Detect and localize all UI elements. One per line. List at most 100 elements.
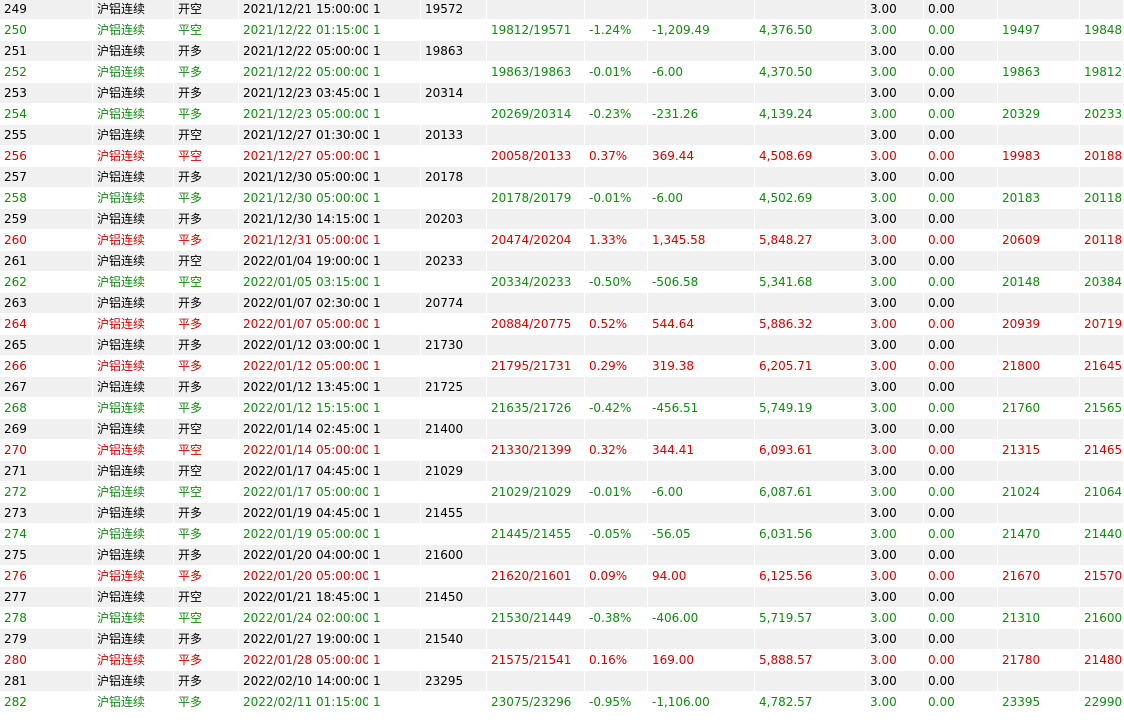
lots-cell: 1 [369,314,421,334]
lots-cell: 1 [369,608,421,628]
commission-cell: 3.00 [866,83,924,103]
trade-row[interactable]: 263 沪铝连续 开多 2022/01/07 02:30:00 1 20774 3.00 0.… [0,293,1124,314]
commission-cell: 3.00 [866,41,924,61]
trade-row[interactable]: 282 沪铝连续 平多 2022/02/11 01:15:00 1 23075/23296… [0,692,1124,713]
trade-row[interactable]: 270 沪铝连续 平空 2022/01/14 05:00:00 1 21330/21399… [0,440,1124,461]
pnl-cell [648,545,755,565]
commission-cell: 3.00 [866,503,924,523]
slippage-cell: 0.00 [924,356,998,376]
close-price-pair-cell [487,419,585,439]
commission-cell: 3.00 [866,629,924,649]
equity-cell: 5,848.27 [755,230,866,250]
close-price-pair-cell [487,167,585,187]
slippage-cell: 0.00 [924,608,998,628]
trade-row[interactable]: 264 沪铝连续 平多 2022/01/07 05:00:00 1 20884/20775… [0,314,1124,335]
trade-row[interactable]: 250 沪铝连续 平空 2021/12/22 01:15:00 1 19812/19571… [0,20,1124,41]
action-cell: 平空 [174,272,239,292]
close-price-pair-cell: 23075/23296 [487,692,585,712]
slippage-cell: 0.00 [924,671,998,691]
trade-no-cell: 255 [0,125,93,145]
trade-row[interactable]: 251 沪铝连续 开多 2021/12/22 05:00:00 1 19863 3.00 0.… [0,41,1124,62]
action-cell: 平多 [174,314,239,334]
close-price-pair-cell: 21635/21726 [487,398,585,418]
trade-row[interactable]: 271 沪铝连续 开空 2022/01/17 04:45:00 1 21029 3.00 0.… [0,461,1124,482]
equity-cell: 5,749.19 [755,398,866,418]
trade-no-cell: 275 [0,545,93,565]
contract-cell: 沪铝连续 [93,188,174,208]
trade-row[interactable]: 253 沪铝连续 开多 2021/12/23 03:45:00 1 20314 3.00 0.… [0,83,1124,104]
trade-row[interactable]: 267 沪铝连续 开多 2022/01/12 13:45:00 1 21725 3.00 0.… [0,377,1124,398]
stop-low-cell: 20384 [1080,272,1124,292]
commission-cell: 3.00 [866,167,924,187]
trade-row[interactable]: 254 沪铝连续 平多 2021/12/23 05:00:00 1 20269/20314… [0,104,1124,125]
stop-high-cell: 19983 [998,146,1080,166]
open-price-cell [421,524,487,544]
trade-row[interactable]: 262 沪铝连续 平空 2022/01/05 03:15:00 1 20334/20233… [0,272,1124,293]
trade-row[interactable]: 275 沪铝连续 开多 2022/01/20 04:00:00 1 21600 3.00 0.… [0,545,1124,566]
trade-row[interactable]: 258 沪铝连续 平多 2021/12/30 05:00:00 1 20178/20179… [0,188,1124,209]
action-cell: 开多 [174,335,239,355]
trade-row[interactable]: 280 沪铝连续 平多 2022/01/28 05:00:00 1 21575/21541… [0,650,1124,671]
equity-cell: 6,205.71 [755,356,866,376]
trade-row[interactable]: 273 沪铝连续 开多 2022/01/19 04:45:00 1 21455 3.00 0.… [0,503,1124,524]
equity-cell: 6,087.61 [755,482,866,502]
trade-row[interactable]: 269 沪铝连续 开空 2022/01/14 02:45:00 1 21400 3.00 0.… [0,419,1124,440]
trade-row[interactable]: 277 沪铝连续 开空 2022/01/21 18:45:00 1 21450 3.00 0.… [0,587,1124,608]
contract-cell: 沪铝连续 [93,566,174,586]
stop-high-cell [998,209,1080,229]
trade-row[interactable]: 256 沪铝连续 平空 2021/12/27 05:00:00 1 20058/20133… [0,146,1124,167]
pnl-cell [648,587,755,607]
trade-row[interactable]: 281 沪铝连续 开多 2022/02/10 14:00:00 1 23295 3.00 0.… [0,671,1124,692]
stop-high-cell: 19497 [998,20,1080,40]
pnl-cell: 94.00 [648,566,755,586]
slippage-cell: 0.00 [924,209,998,229]
trade-row[interactable]: 276 沪铝连续 平多 2022/01/20 05:00:00 1 21620/21601… [0,566,1124,587]
contract-cell: 沪铝连续 [93,692,174,712]
stop-low-cell [1080,125,1124,145]
lots-cell: 1 [369,671,421,691]
slippage-cell: 0.00 [924,566,998,586]
action-cell: 平多 [174,566,239,586]
lots-cell: 1 [369,482,421,502]
return-pct-cell: 1.33% [585,230,648,250]
lots-cell: 1 [369,272,421,292]
datetime-cell: 2022/01/19 04:45:00 [239,503,369,523]
trade-row[interactable]: 259 沪铝连续 开多 2021/12/30 14:15:00 1 20203 3.00 0.… [0,209,1124,230]
pnl-cell: 369.44 [648,146,755,166]
trade-row[interactable]: 266 沪铝连续 平多 2022/01/12 05:00:00 1 21795/21731… [0,356,1124,377]
trade-row[interactable]: 261 沪铝连续 开空 2022/01/04 19:00:00 1 20233 3.00 0.… [0,251,1124,272]
stop-high-cell: 21670 [998,566,1080,586]
pnl-cell [648,125,755,145]
equity-cell: 4,139.24 [755,104,866,124]
trade-row[interactable]: 255 沪铝连续 开空 2021/12/27 01:30:00 1 20133 3.00 0.… [0,125,1124,146]
pnl-cell [648,83,755,103]
trade-row[interactable]: 252 沪铝连续 平多 2021/12/22 05:00:00 1 19863/19863… [0,62,1124,83]
trade-row[interactable]: 274 沪铝连续 平多 2022/01/19 05:00:00 1 21445/21455… [0,524,1124,545]
commission-cell: 3.00 [866,482,924,502]
trade-row[interactable]: 249 沪铝连续 开空 2021/12/21 15:00:00 1 19572 3.00 0.… [0,0,1124,20]
datetime-cell: 2021/12/27 05:00:00 [239,146,369,166]
open-price-cell: 21540 [421,629,487,649]
close-price-pair-cell [487,0,585,19]
trade-row[interactable]: 278 沪铝连续 平空 2022/01/24 02:00:00 1 21530/21449… [0,608,1124,629]
commission-cell: 3.00 [866,188,924,208]
trade-row[interactable]: 272 沪铝连续 平空 2022/01/17 05:00:00 1 21029/21029… [0,482,1124,503]
equity-cell: 4,376.50 [755,20,866,40]
trade-row[interactable]: 268 沪铝连续 平多 2022/01/12 15:15:00 1 21635/21726… [0,398,1124,419]
trade-row[interactable]: 260 沪铝连续 平多 2021/12/31 05:00:00 1 20474/20204… [0,230,1124,251]
slippage-cell: 0.00 [924,146,998,166]
stop-low-cell [1080,461,1124,481]
action-cell: 平空 [174,20,239,40]
slippage-cell: 0.00 [924,440,998,460]
trade-row[interactable]: 265 沪铝连续 开多 2022/01/12 03:00:00 1 21730 3.00 0.… [0,335,1124,356]
trade-row[interactable]: 279 沪铝连续 开多 2022/01/27 19:00:00 1 21540 3.00 0.… [0,629,1124,650]
contract-cell: 沪铝连续 [93,482,174,502]
action-cell: 开多 [174,377,239,397]
trade-row[interactable]: 257 沪铝连续 开多 2021/12/30 05:00:00 1 20178 3.00 0.… [0,167,1124,188]
datetime-cell: 2022/01/12 03:00:00 [239,335,369,355]
lots-cell: 1 [369,83,421,103]
pnl-cell: -56.05 [648,524,755,544]
pnl-cell [648,377,755,397]
action-cell: 开多 [174,41,239,61]
close-price-pair-cell: 19863/19863 [487,62,585,82]
